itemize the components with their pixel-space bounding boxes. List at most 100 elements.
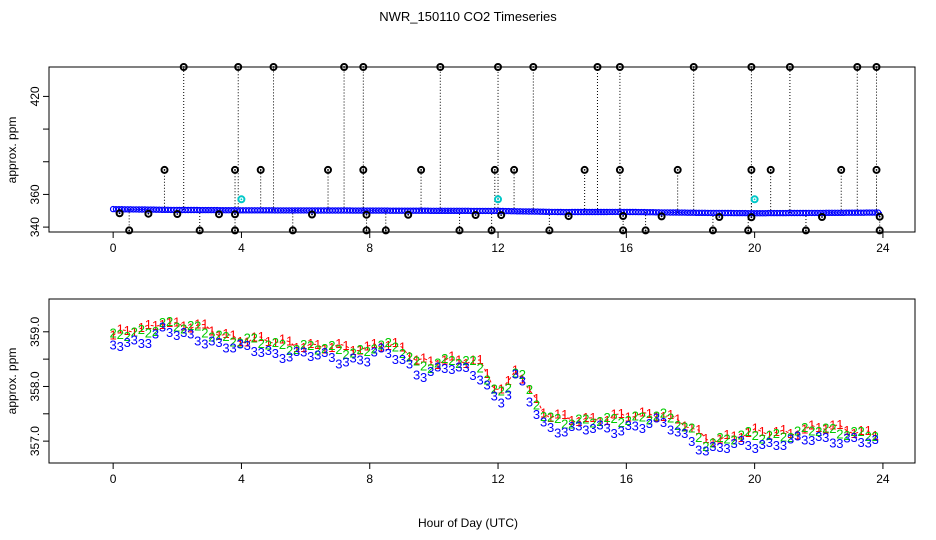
series-2-point: 2 [483, 373, 490, 388]
series-2-point: 2 [215, 327, 222, 342]
ambient-point [811, 209, 818, 217]
ambient-point [742, 209, 749, 217]
mid-cal-point [490, 165, 499, 174]
low-cal-point [288, 226, 297, 235]
series-3-point: 3 [131, 333, 138, 348]
series-3-point: 3 [801, 432, 808, 447]
ambient-point [566, 208, 573, 216]
series-2-point: 2 [498, 383, 505, 398]
series-2-point: 2 [385, 335, 392, 350]
near-cal-point [144, 209, 153, 218]
series-3-point: 3 [173, 328, 180, 343]
series-3-point: 3 [667, 423, 674, 438]
series-1-point: 1 [575, 414, 582, 429]
series-3-point: 3 [215, 335, 222, 350]
mid-cal-point [766, 165, 775, 174]
ambient-point [837, 209, 844, 216]
series-3-point: 3 [476, 372, 483, 387]
series-1-point: 1 [857, 423, 864, 438]
series-2-point: 2 [787, 430, 794, 445]
ambient-point [488, 207, 495, 215]
series-1-point: 1 [667, 407, 674, 422]
low-cal-point-center [490, 229, 493, 232]
series-2-point: 2 [716, 430, 723, 445]
series-3-point: 3 [688, 434, 695, 449]
series-3-point: 3 [166, 325, 173, 340]
x-tick-label: 0 [110, 472, 117, 486]
ambient-point [208, 206, 215, 214]
ambient-point [121, 206, 128, 213]
ambient-point [701, 209, 709, 216]
series-2-point: 2 [208, 329, 215, 344]
near-cal-point [619, 212, 628, 220]
series-3-point: 3 [568, 419, 575, 434]
series-1-point: 1 [568, 413, 575, 428]
low-cal-point [381, 226, 390, 235]
near-cal-point [115, 209, 124, 218]
mid-cal-point [359, 165, 368, 174]
mid-cal-point-center [875, 169, 878, 171]
series-2-point: 2 [152, 324, 159, 339]
series-2-point: 2 [173, 320, 180, 335]
ambient-point [381, 207, 388, 214]
low-cal-point-center [548, 229, 551, 232]
series-2-point: 2 [808, 423, 815, 438]
ambient-point [462, 207, 469, 214]
series-3-point: 3 [498, 396, 505, 411]
series-3-point: 3 [829, 436, 836, 451]
series-3-point: 3 [356, 353, 363, 368]
ambient-point [372, 207, 379, 214]
series-2-point: 2 [822, 421, 829, 436]
ambient-point [398, 207, 405, 214]
series-2-point: 2 [427, 361, 434, 376]
bottom-panel-y-axis: 357.0 358.0 359.0 [28, 316, 49, 456]
series-1-point: 1 [596, 414, 603, 429]
mid-cal-point-center [769, 169, 772, 171]
series-2-point: 2 [293, 342, 300, 357]
mid-cal-point [837, 165, 846, 174]
series-1-point: 1 [187, 321, 194, 336]
y-tick-label: 359.0 [28, 316, 42, 346]
figure-title: NWR_150110 CO2 Timeseries [379, 9, 557, 24]
x-tick-label: 12 [491, 472, 505, 486]
series-1-point: 1 [201, 317, 208, 332]
series-2-point: 2 [575, 412, 582, 427]
series-3-point: 3 [618, 423, 625, 438]
series-2-point: 2 [406, 350, 413, 365]
series-2-point: 2 [610, 411, 617, 426]
series-3-point: 3 [738, 433, 745, 448]
near-cal-point-center [118, 212, 121, 215]
series-2-point: 2 [286, 343, 293, 358]
series-3-point: 3 [117, 339, 124, 354]
ambient-point [153, 206, 160, 213]
ref-cal-point [494, 195, 502, 204]
mid-cal-point-center [163, 169, 166, 171]
series-2-point: 2 [815, 424, 822, 439]
ambient-point [514, 208, 521, 215]
series-3-point: 3 [483, 378, 490, 393]
near-cal-point-center [622, 215, 624, 217]
ambient-point [531, 208, 538, 215]
bottom-panel-x-axis: 0 4 8 12 16 20 24 [110, 463, 890, 486]
series-2-point: 2 [399, 346, 406, 361]
series-2-point: 2 [194, 319, 201, 334]
x-tick-label: 4 [238, 472, 245, 486]
ambient-point [511, 207, 518, 215]
x-tick-label: 16 [620, 472, 634, 486]
ambient-point [384, 207, 391, 214]
series-1-point: 1 [603, 413, 610, 428]
ambient-point [219, 206, 226, 214]
series-1-point: 1 [342, 338, 349, 353]
ambient-point [210, 206, 218, 214]
series-1-point: 1 [540, 405, 547, 420]
series-1-point: 1 [328, 340, 335, 355]
ambient-point [184, 206, 192, 214]
series-1-line [112, 321, 876, 444]
series-3-point: 3 [533, 407, 540, 422]
series-2-point: 2 [752, 428, 759, 443]
ambient-point [265, 207, 273, 214]
series-3-point: 3 [653, 410, 660, 425]
series-1-point: 1 [815, 420, 822, 435]
near-cal-point-center [311, 213, 313, 216]
